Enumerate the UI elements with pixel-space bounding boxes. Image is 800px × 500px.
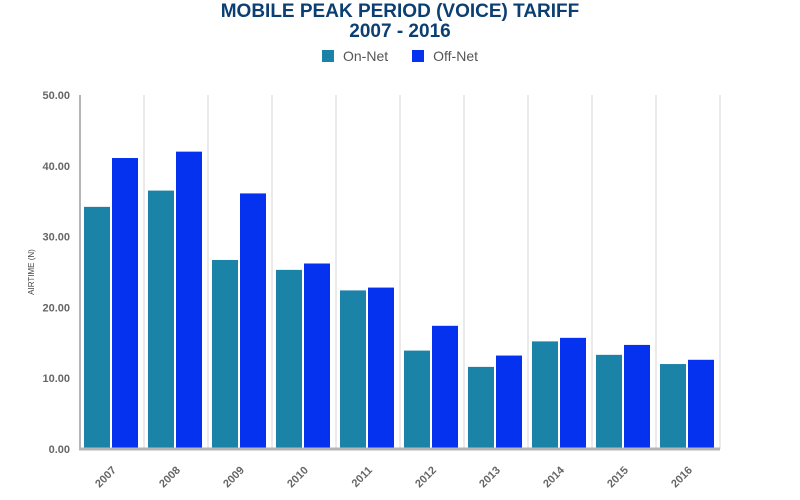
x-tick-label: 2008	[157, 464, 183, 490]
y-tick-label: 20.00	[42, 302, 70, 314]
legend-item-off-net[interactable]: Off-Net	[412, 48, 478, 64]
chart-title: MOBILE PEAK PERIOD (VOICE) TARIFF 2007 -…	[0, 2, 800, 42]
bar-off-net-2015[interactable]	[624, 344, 650, 449]
bar-on-net-2016[interactable]	[660, 364, 686, 449]
bar-on-net-2015[interactable]	[596, 354, 622, 449]
y-axis-label: AIRTIME (N)	[27, 249, 36, 295]
x-tick-label: 2010	[285, 464, 311, 490]
bar-on-net-2011[interactable]	[340, 290, 366, 449]
legend-item-on-net[interactable]: On-Net	[322, 48, 388, 64]
bar-off-net-2012[interactable]	[432, 325, 458, 449]
bar-on-net-2009[interactable]	[212, 259, 238, 449]
bar-off-net-2007[interactable]	[112, 158, 138, 449]
y-tick-label: 40.00	[42, 161, 70, 173]
legend-label-off-net: Off-Net	[433, 48, 478, 64]
bar-off-net-2008[interactable]	[176, 151, 202, 449]
x-tick-label: 2009	[221, 464, 247, 490]
bar-on-net-2014[interactable]	[532, 341, 558, 449]
axes	[79, 95, 720, 451]
legend-swatch-on-net	[322, 50, 334, 62]
chart-title-line2: 2007 - 2016	[349, 21, 451, 42]
y-tick-label: 0.00	[49, 444, 70, 456]
x-tick-labels: 2007 2008 2009 2010 2011 2012 2013 2014 2015 2016	[93, 464, 695, 490]
bars	[84, 151, 714, 449]
chart-title-line1: MOBILE PEAK PERIOD (VOICE) TARIFF	[220, 1, 580, 22]
legend-swatch-off-net	[412, 50, 425, 62]
bar-off-net-2013[interactable]	[496, 355, 522, 449]
bar-off-net-2009[interactable]	[240, 193, 266, 449]
bar-off-net-2011[interactable]	[368, 287, 394, 449]
legend-label-on-net: On-Net	[343, 48, 389, 64]
bar-off-net-2010[interactable]	[304, 263, 330, 449]
y-tick-label: 30.00	[42, 232, 70, 244]
x-tick-label: 2007	[93, 464, 119, 490]
bar-off-net-2016[interactable]	[688, 359, 714, 449]
y-tick-labels: 0.00 10.00 20.00 30.00 40.00 50.00	[42, 90, 70, 456]
bar-on-net-2007[interactable]	[84, 206, 110, 449]
chart-legend: On-Net Off-Net	[0, 48, 800, 64]
bar-off-net-2014[interactable]	[560, 337, 586, 449]
bar-on-net-2008[interactable]	[148, 190, 174, 449]
bar-on-net-2013[interactable]	[468, 366, 494, 449]
bar-on-net-2012[interactable]	[404, 350, 430, 449]
x-tick-label: 2013	[477, 464, 503, 490]
bar-on-net-2010[interactable]	[276, 269, 302, 449]
y-tick-label: 50.00	[42, 90, 70, 102]
y-tick-label: 10.00	[42, 373, 70, 385]
x-tick-label: 2014	[541, 464, 567, 490]
x-tick-label: 2016	[669, 464, 695, 490]
grid-lines	[143, 95, 721, 449]
x-tick-label: 2011	[350, 464, 375, 489]
x-tick-label: 2012	[413, 464, 439, 490]
x-tick-label: 2015	[605, 464, 631, 490]
